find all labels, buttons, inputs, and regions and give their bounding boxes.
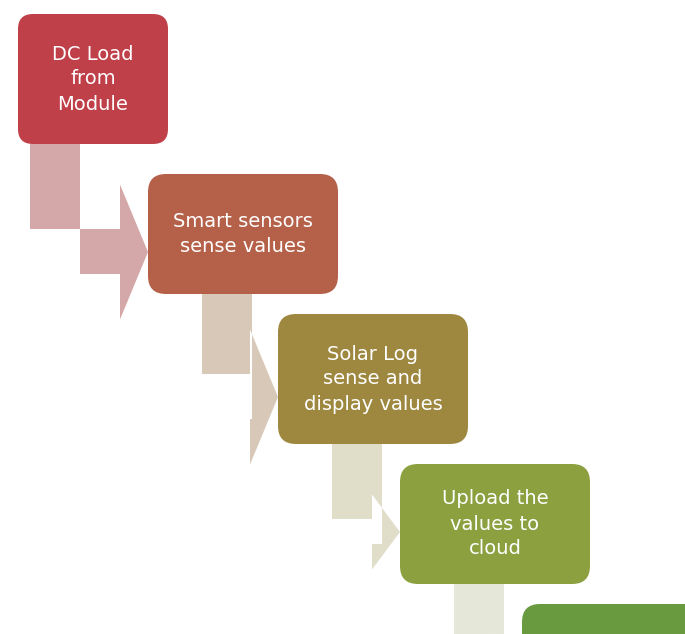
- Polygon shape: [202, 294, 278, 465]
- Polygon shape: [332, 444, 400, 569]
- Text: DC Load
from
Module: DC Load from Module: [52, 44, 134, 113]
- Polygon shape: [454, 584, 522, 634]
- FancyBboxPatch shape: [522, 604, 685, 634]
- FancyBboxPatch shape: [400, 464, 590, 584]
- Text: Solar Log
sense and
display values: Solar Log sense and display values: [303, 344, 443, 413]
- FancyBboxPatch shape: [148, 174, 338, 294]
- Text: Smart sensors
sense values: Smart sensors sense values: [173, 212, 313, 256]
- Polygon shape: [30, 144, 148, 320]
- FancyBboxPatch shape: [18, 14, 168, 144]
- FancyBboxPatch shape: [278, 314, 468, 444]
- Text: Upload the
values to
cloud: Upload the values to cloud: [442, 489, 548, 559]
